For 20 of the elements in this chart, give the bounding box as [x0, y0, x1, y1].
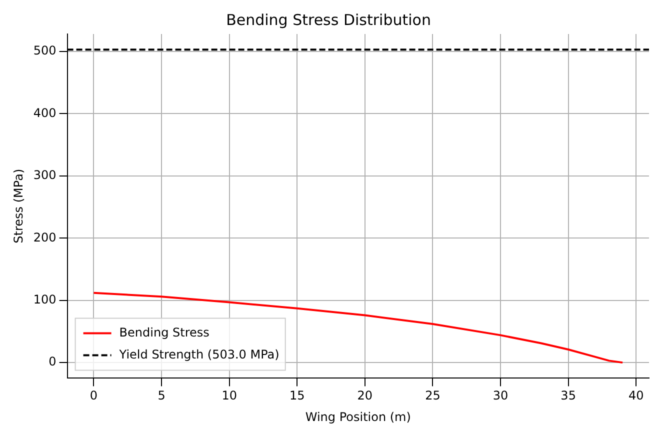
x-tick-label: 15: [289, 388, 305, 403]
x-axis-title: Wing Position (m): [305, 410, 411, 424]
x-tick-label: 25: [425, 388, 440, 403]
y-tick-label: 200: [33, 230, 56, 244]
chart-title: Bending Stress Distribution: [226, 10, 431, 29]
y-axis-title: Stress (MPa): [11, 168, 26, 244]
legend-label: Yield Strength (503.0 MPa): [118, 347, 280, 362]
x-tick-label: 10: [222, 388, 237, 403]
x-tick-label: 5: [158, 388, 166, 403]
x-tick-label: 0: [90, 388, 98, 403]
x-tick-label: 35: [560, 388, 576, 403]
x-tick-label: 20: [357, 388, 373, 403]
legend-label: Bending Stress: [119, 325, 210, 340]
y-tick-label: 400: [33, 106, 56, 120]
y-tick-label: 500: [33, 44, 56, 58]
y-tick-label: 300: [33, 168, 56, 182]
x-tick-label: 30: [492, 388, 508, 403]
y-tick-label: 100: [33, 292, 56, 306]
y-tick-label: 0: [48, 354, 56, 369]
x-tick-label: 40: [628, 388, 644, 403]
